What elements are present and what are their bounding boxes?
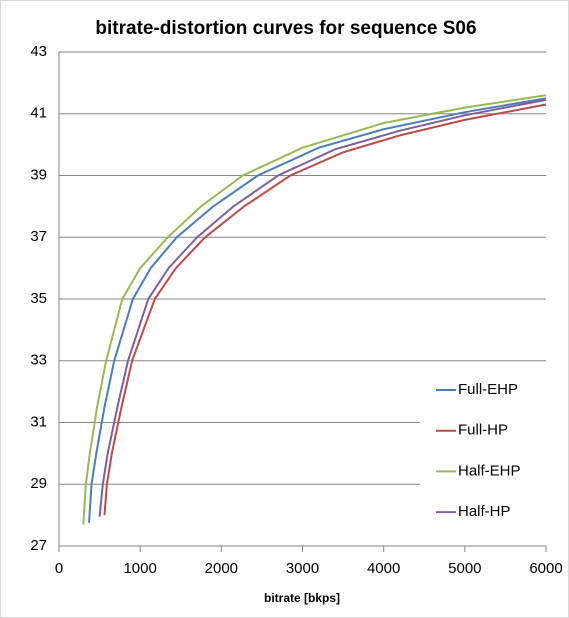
y-tick-label: 39 xyxy=(30,166,47,183)
legend-label: Full-HP xyxy=(458,422,508,439)
y-tick-label: 37 xyxy=(30,228,47,245)
chart-title: bitrate-distortion curves for sequence S… xyxy=(95,18,476,39)
x-tick-label: 3000 xyxy=(286,560,319,577)
x-tick-label: 5000 xyxy=(448,560,481,577)
legend-box xyxy=(420,372,546,532)
series-line xyxy=(98,98,547,517)
legend-label: Half-EHP xyxy=(458,462,521,479)
x-axis-label: bitrate [bkps] xyxy=(264,591,340,605)
x-tick-label: 1000 xyxy=(123,560,156,577)
x-tick-label: 2000 xyxy=(205,560,238,577)
series-line xyxy=(82,94,547,525)
y-tick-label: 43 xyxy=(30,43,47,60)
series-line xyxy=(88,97,547,523)
x-tick-label: 6000 xyxy=(529,560,562,577)
legend-label: Full-EHP xyxy=(458,381,518,398)
y-tick-label: 31 xyxy=(30,413,47,430)
y-tick-label: 29 xyxy=(30,475,47,492)
legend-label: Half-HP xyxy=(458,503,511,520)
x-tick-label: 0 xyxy=(55,560,63,577)
series-line xyxy=(103,103,547,516)
y-tick-label: 27 xyxy=(30,537,47,554)
y-tick-label: 35 xyxy=(30,290,47,307)
y-tick-label: 41 xyxy=(30,105,47,122)
y-tick-label: 33 xyxy=(30,352,47,369)
x-tick-label: 4000 xyxy=(367,560,400,577)
